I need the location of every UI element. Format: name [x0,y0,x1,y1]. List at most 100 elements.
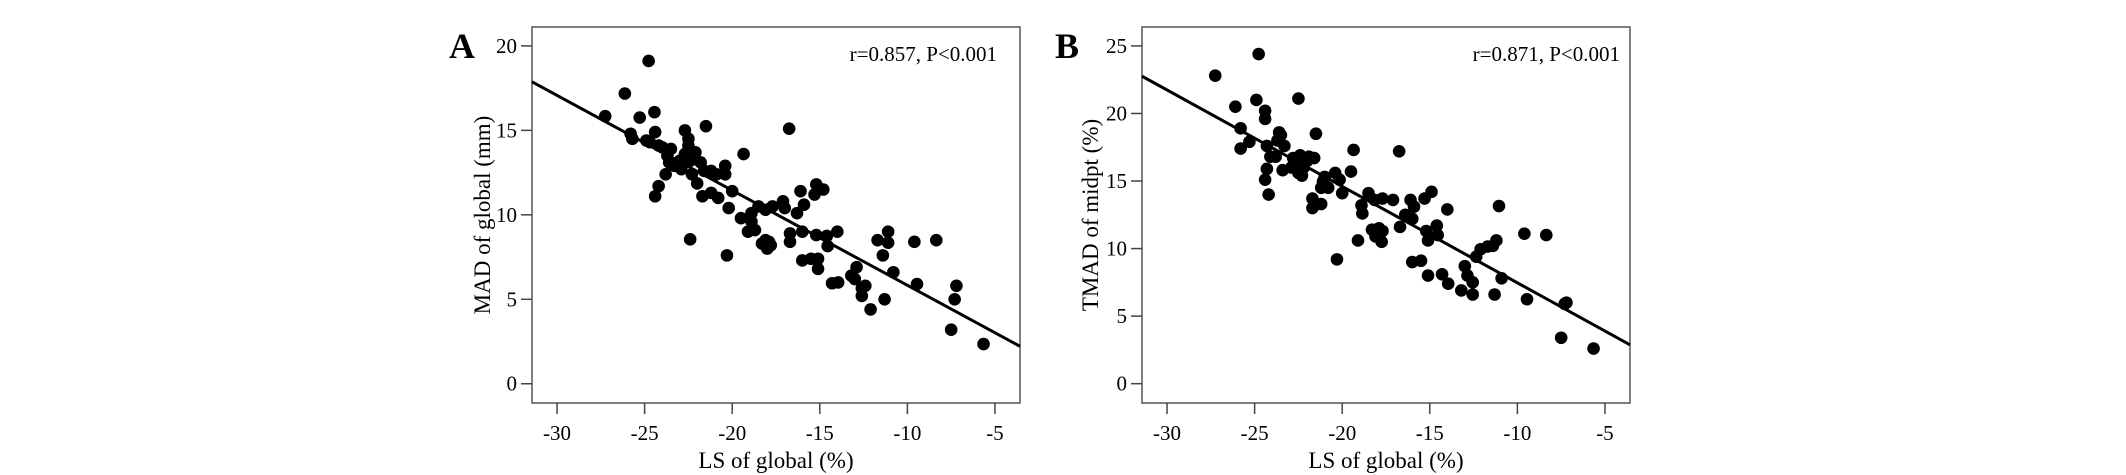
x-tick-label: -10 [1503,421,1531,445]
data-point [778,201,792,215]
y-axis-label: TMAD of midpt (%) [1078,119,1103,311]
data-point [1262,188,1275,201]
data-point [1518,227,1531,241]
data-point [783,235,797,249]
data-point [1309,127,1323,141]
data-point [797,198,811,211]
data-point [737,147,750,161]
data-point [1330,253,1344,266]
data-point [929,233,943,247]
x-tick-label: -15 [806,421,834,445]
x-tick-label: -30 [543,421,571,445]
y-tick-label: 0 [507,372,518,396]
data-point [1335,186,1349,200]
data-point [1435,267,1449,281]
data-point [1351,234,1365,247]
data-point [859,279,872,293]
x-tick-label: -25 [631,421,659,445]
data-point [1414,254,1428,268]
data-point [881,236,895,250]
data-point [1441,277,1455,291]
data-point [1229,100,1242,114]
data-point [1295,169,1309,182]
data-point [1455,284,1468,297]
x-tick-label: -20 [1328,421,1356,445]
data-point [1260,162,1274,176]
panel-label: B [1055,26,1079,66]
data-point [1375,235,1388,249]
data-point [871,233,884,247]
data-point [1425,185,1438,199]
data-point [659,167,672,181]
data-point [944,323,958,336]
data-point [1356,207,1369,220]
regression-line [1141,74,1631,347]
data-point [1208,69,1222,82]
data-point [1554,331,1568,345]
data-point [1278,139,1291,153]
regression-line [531,80,1021,348]
data-point [652,179,665,193]
data-point [1376,224,1389,238]
data-point [648,189,662,203]
data-point [790,206,804,220]
x-tick-label: -5 [986,421,1004,445]
data-point [704,164,718,178]
data-point [690,177,704,190]
x-tick-label: -5 [1596,421,1614,445]
data-point [1258,112,1272,126]
data-point [642,54,655,68]
data-point [1421,234,1435,247]
data-point [1252,47,1265,61]
data-point [1421,269,1435,282]
data-point [618,87,632,100]
data-point [876,249,890,262]
x-tick-label: -25 [1241,421,1269,445]
plot-frame [1141,26,1631,404]
y-tick-label: 20 [1106,101,1127,125]
data-point [718,167,732,181]
x-tick-label: -20 [718,421,746,445]
data-point [711,191,725,205]
data-point [1285,161,1298,174]
data-point [1347,143,1360,157]
panel-b: B r=0.871, P<0.001 LS of global (%) TMAD… [1055,26,1631,473]
data-point [782,122,796,135]
data-point [811,262,825,276]
data-point [794,184,807,198]
data-point [1386,193,1400,207]
data-point [850,260,863,274]
data-point [683,233,697,246]
y-tick-label: 5 [507,287,518,311]
data-point [1250,93,1263,107]
data-point [878,292,891,306]
y-tick-label: 10 [496,203,517,227]
data-point [908,235,921,249]
data-point [1520,292,1534,306]
data-point [762,235,776,249]
data-point [1321,181,1335,195]
data-point [720,249,734,262]
data-point [1274,128,1288,142]
y-tick-label: 5 [1117,304,1128,328]
data-point [734,211,748,225]
data-point [1441,203,1454,216]
data-point [1488,288,1501,301]
data-point [831,225,844,239]
data-point [1587,342,1600,355]
y-tick-label: 15 [1106,169,1127,193]
data-point [948,292,961,306]
data-point [1376,192,1389,205]
y-tick-label: 0 [1117,372,1128,396]
data-point [816,183,830,196]
data-point [699,119,713,133]
data-point [1430,219,1444,232]
x-axis-label: LS of global (%) [1308,448,1463,473]
x-axis-label: LS of global (%) [698,448,853,473]
data-point [1269,150,1282,164]
y-tick-label: 10 [1106,237,1127,261]
data-point [1234,142,1247,155]
data-point [1307,151,1321,165]
